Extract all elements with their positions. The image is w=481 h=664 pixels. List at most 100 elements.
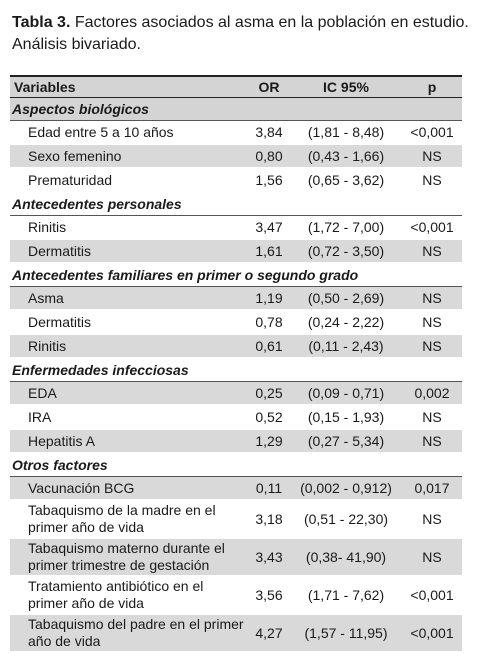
- confidence-interval: (1,72 - 7,00): [290, 215, 402, 240]
- variable: Vacunación BCG: [10, 476, 248, 501]
- odds-ratio: 4,27: [248, 614, 290, 653]
- variable: Asma: [10, 286, 248, 311]
- confidence-interval: (0,50 - 2,69): [290, 286, 402, 311]
- odds-ratio: 1,61: [248, 239, 290, 264]
- data-row: Tabaquismo del padre en el primer año de…: [10, 614, 462, 653]
- confidence-interval: (0,002 - 0,912): [290, 476, 402, 501]
- confidence-interval: (1,71 - 7,62): [290, 576, 402, 615]
- confidence-interval: (0,38- 41,90): [290, 538, 402, 577]
- odds-ratio: 1,29: [248, 429, 290, 454]
- p-value: <0,001: [402, 215, 462, 240]
- variable: Dermatitis: [10, 239, 248, 264]
- section-row: Antecedentes familiares en primer o segu…: [10, 263, 462, 287]
- p-value: NS: [402, 538, 462, 577]
- odds-ratio: 0,52: [248, 405, 290, 430]
- confidence-interval: (0,15 - 1,93): [290, 405, 402, 430]
- odds-ratio: 0,61: [248, 334, 290, 359]
- confidence-interval: (0,51 - 22,30): [290, 500, 402, 539]
- p-value: <0,001: [402, 120, 462, 145]
- data-row: Prematuridad 1,56 (0,65 - 3,62) NS: [10, 168, 462, 193]
- p-value: NS: [402, 334, 462, 359]
- p-value: NS: [402, 500, 462, 539]
- confidence-interval: (1,81 - 8,48): [290, 120, 402, 145]
- variable: Tabaquismo del padre en el primer año de…: [10, 614, 248, 653]
- variable: Dermatitis: [10, 310, 248, 335]
- data-row: Hepatitis A 1,29 (0,27 - 5,34) NS: [10, 429, 462, 454]
- section-row: Otros factores: [10, 453, 462, 477]
- results-table: Variables OR IC 95% p Aspectos biológicos Ed…: [10, 75, 462, 653]
- p-value: NS: [402, 144, 462, 169]
- column-header: p: [402, 76, 462, 98]
- variable: Tabaquismo materno durante el primer tri…: [10, 538, 248, 577]
- data-row: Dermatitis 1,61 (0,72 - 3,50) NS: [10, 239, 462, 264]
- column-header: Variables: [10, 76, 248, 98]
- section-title: Antecedentes familiares en primer o segu…: [10, 263, 462, 287]
- variable: Edad entre 5 a 10 años: [10, 120, 248, 145]
- p-value: NS: [402, 310, 462, 335]
- p-value: 0,017: [402, 476, 462, 501]
- data-row: Dermatitis 0,78 (0,24 - 2,22) NS: [10, 310, 462, 335]
- variable: Rinitis: [10, 334, 248, 359]
- odds-ratio: 1,56: [248, 168, 290, 193]
- confidence-interval: (0,09 - 0,71): [290, 381, 402, 406]
- confidence-interval: (1,57 - 11,95): [290, 614, 402, 653]
- data-row: Rinitis 0,61 (0,11 - 2,43) NS: [10, 334, 462, 359]
- column-header: OR: [248, 76, 290, 98]
- confidence-interval: (0,43 - 1,66): [290, 144, 402, 169]
- data-row: Vacunación BCG 0,11 (0,002 - 0,912) 0,017: [10, 476, 462, 501]
- variable: Sexo femenino: [10, 144, 248, 169]
- p-value: 0,002: [402, 381, 462, 406]
- odds-ratio: 0,78: [248, 310, 290, 335]
- section-title: Antecedentes personales: [10, 192, 462, 216]
- variable: Tabaquismo de la madre en el primer año …: [10, 500, 248, 539]
- variable: Tratamiento antibiótico en el primer año…: [10, 576, 248, 615]
- odds-ratio: 0,25: [248, 381, 290, 406]
- data-row: Tabaquismo materno durante el primer tri…: [10, 538, 462, 577]
- confidence-interval: (0,72 - 3,50): [290, 239, 402, 264]
- data-row: Edad entre 5 a 10 años 3,84 (1,81 - 8,48) <…: [10, 120, 462, 145]
- section-title: Aspectos biológicos: [10, 97, 462, 121]
- header-row: Variables OR IC 95% p: [10, 76, 462, 98]
- p-value: NS: [402, 405, 462, 430]
- column-header: IC 95%: [290, 76, 402, 98]
- confidence-interval: (0,27 - 5,34): [290, 429, 402, 454]
- data-row: Tratamiento antibiótico en el primer año…: [10, 576, 462, 615]
- data-row: Rinitis 3,47 (1,72 - 7,00) <0,001: [10, 215, 462, 240]
- odds-ratio: 3,18: [248, 500, 290, 539]
- confidence-interval: (0,65 - 3,62): [290, 168, 402, 193]
- odds-ratio: 3,47: [248, 215, 290, 240]
- variable: EDA: [10, 381, 248, 406]
- odds-ratio: 1,19: [248, 286, 290, 311]
- confidence-interval: (0,24 - 2,22): [290, 310, 402, 335]
- p-value: <0,001: [402, 576, 462, 615]
- data-row: Tabaquismo de la madre en el primer año …: [10, 500, 462, 539]
- data-row: Sexo femenino 0,80 (0,43 - 1,66) NS: [10, 144, 462, 169]
- section-row: Enfermedades infecciosas: [10, 358, 462, 382]
- p-value: NS: [402, 168, 462, 193]
- data-row: IRA 0,52 (0,15 - 1,93) NS: [10, 405, 462, 430]
- data-row: Asma 1,19 (0,50 - 2,69) NS: [10, 286, 462, 311]
- p-value: NS: [402, 286, 462, 311]
- p-value: NS: [402, 239, 462, 264]
- variable: Prematuridad: [10, 168, 248, 193]
- data-row: EDA 0,25 (0,09 - 0,71) 0,002: [10, 381, 462, 406]
- odds-ratio: 0,11: [248, 476, 290, 501]
- confidence-interval: (0,11 - 2,43): [290, 334, 402, 359]
- caption-text: Factores asociados al asma en la poblaci…: [12, 14, 469, 53]
- section-row: Aspectos biológicos: [10, 97, 462, 121]
- p-value: <0,001: [402, 614, 462, 653]
- odds-ratio: 3,56: [248, 576, 290, 615]
- p-value: NS: [402, 429, 462, 454]
- odds-ratio: 0,80: [248, 144, 290, 169]
- variable: Rinitis: [10, 215, 248, 240]
- table-caption: Tabla 3. Factores asociados al asma en l…: [12, 12, 472, 56]
- odds-ratio: 3,43: [248, 538, 290, 577]
- section-row: Antecedentes personales: [10, 192, 462, 216]
- variable: IRA: [10, 405, 248, 430]
- caption-label: Tabla 3.: [12, 14, 71, 31]
- section-title: Enfermedades infecciosas: [10, 358, 462, 382]
- odds-ratio: 3,84: [248, 120, 290, 145]
- section-title: Otros factores: [10, 453, 462, 477]
- variable: Hepatitis A: [10, 429, 248, 454]
